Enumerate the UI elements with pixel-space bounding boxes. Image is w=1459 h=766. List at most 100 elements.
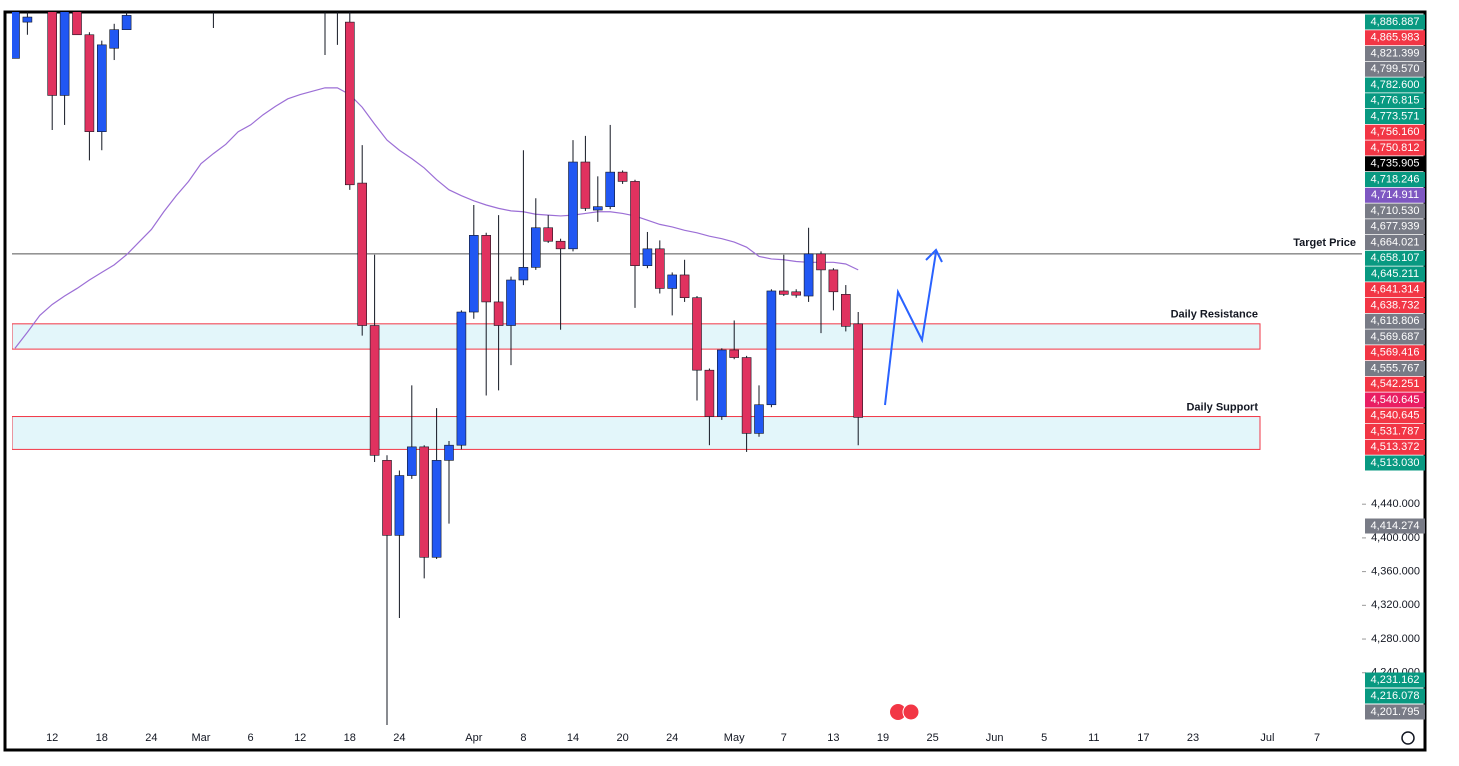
x-tick-label: 7: [781, 732, 787, 744]
y-tick-label: 4,320.000: [1371, 599, 1420, 611]
candle-body: [654, 248, 665, 289]
candle-body: [778, 290, 789, 295]
x-tick-label: Mar: [192, 732, 211, 744]
candle-body: [406, 446, 417, 476]
candle-body: [816, 253, 826, 271]
settings-icon[interactable]: [1401, 731, 1415, 745]
candle-body: [530, 227, 541, 268]
event-icon[interactable]: [890, 704, 906, 720]
x-tick-label: 24: [145, 732, 157, 744]
candle-body: [72, 12, 82, 36]
x-tick-label: 18: [96, 732, 108, 744]
candle-body: [12, 12, 20, 59]
candle-body: [121, 15, 132, 30]
candle-body: [468, 235, 479, 313]
candle-body: [431, 460, 442, 558]
candle-body: [333, 0, 342, 3]
price-label: 4,513.030: [1371, 457, 1420, 469]
event-icon[interactable]: [902, 703, 920, 721]
price-label-box: [1365, 124, 1425, 140]
candle-body: [481, 235, 492, 303]
price-label: 4,531.787: [1371, 425, 1420, 437]
price-label-box: [1365, 282, 1425, 298]
candle-body: [419, 446, 430, 558]
price-label: 4,641.314: [1371, 284, 1420, 296]
price-label: 4,750.812: [1371, 142, 1420, 154]
price-label-box: [1365, 345, 1425, 361]
candle-body: [741, 357, 752, 434]
price-label-box: [1365, 77, 1425, 93]
x-tick-label: 17: [1137, 732, 1149, 744]
price-label-box: [1365, 156, 1425, 172]
candle-body: [766, 290, 777, 406]
price-label: 4,776.815: [1371, 95, 1420, 107]
price-label: 4,569.687: [1371, 331, 1420, 343]
price-label: 4,782.600: [1371, 79, 1420, 91]
candle-body: [543, 227, 554, 242]
x-tick-label: 12: [294, 732, 306, 744]
candle-body: [394, 475, 405, 536]
price-label-box: [1365, 439, 1425, 455]
price-label: 4,773.571: [1371, 110, 1420, 122]
candle-body: [97, 44, 107, 132]
y-tick-label: 4,280.000: [1371, 633, 1420, 645]
price-label: 4,710.530: [1371, 205, 1420, 217]
price-label: 4,638.732: [1371, 299, 1420, 311]
zone: [12, 416, 1261, 450]
x-tick-label: Apr: [465, 732, 482, 744]
zone: [12, 323, 1261, 350]
candle-body: [605, 171, 616, 207]
price-label: 4,645.211: [1371, 268, 1419, 280]
price-label: 4,799.570: [1371, 63, 1420, 75]
candle-body: [22, 16, 33, 23]
candle-body: [456, 311, 467, 446]
candle-body: [209, 0, 218, 7]
price-label: 4,231.162: [1371, 674, 1420, 686]
price-label-box: [1365, 172, 1425, 187]
price-label-box: [1365, 298, 1425, 313]
zone-label: Daily Resistance: [1171, 309, 1258, 321]
candle-body: [444, 444, 454, 461]
price-label: 4,756.160: [1371, 126, 1420, 138]
candle-body: [754, 404, 764, 434]
moving-average: [14, 87, 859, 349]
x-tick-label: 7: [1314, 732, 1320, 744]
candle-body: [506, 279, 516, 326]
x-tick-label: 13: [827, 732, 839, 744]
price-label-box: [1365, 518, 1425, 534]
candle-body: [667, 274, 678, 289]
price-label-box: [1365, 30, 1425, 46]
candle-body: [803, 253, 814, 297]
candle-body: [321, 0, 330, 7]
price-label-box: [1365, 61, 1425, 77]
candle-body: [369, 325, 380, 456]
candle-body: [109, 29, 119, 49]
y-tick-label: 4,360.000: [1371, 566, 1420, 578]
candle-body: [344, 21, 355, 186]
candle-body: [382, 460, 392, 536]
price-label: 4,865.983: [1371, 32, 1420, 44]
y-tick-label: 4,400.000: [1371, 532, 1420, 544]
price-label-box: [1365, 219, 1425, 235]
candle-body: [580, 161, 591, 209]
candle-body: [704, 369, 715, 417]
price-label-box: [1365, 392, 1425, 408]
x-tick-label: 24: [393, 732, 405, 744]
price-label: 4,821.399: [1371, 47, 1420, 59]
x-tick-label: 12: [46, 732, 58, 744]
candle-body: [617, 171, 628, 182]
price-label: 4,201.795: [1371, 706, 1420, 718]
candle-body: [555, 240, 566, 250]
plot-area: [12, 0, 1362, 725]
price-label-box: [1365, 408, 1425, 424]
price-label: 4,569.416: [1371, 347, 1420, 359]
price-label: 4,714.911: [1371, 189, 1419, 201]
x-tick-label: 8: [520, 732, 526, 744]
x-tick-label: 19: [877, 732, 889, 744]
arrow-head: [925, 248, 943, 263]
price-label: 4,677.939: [1371, 221, 1420, 233]
price-label-box: [1365, 235, 1425, 250]
price-label: 4,555.767: [1371, 362, 1420, 374]
price-label: 4,718.246: [1371, 173, 1420, 185]
